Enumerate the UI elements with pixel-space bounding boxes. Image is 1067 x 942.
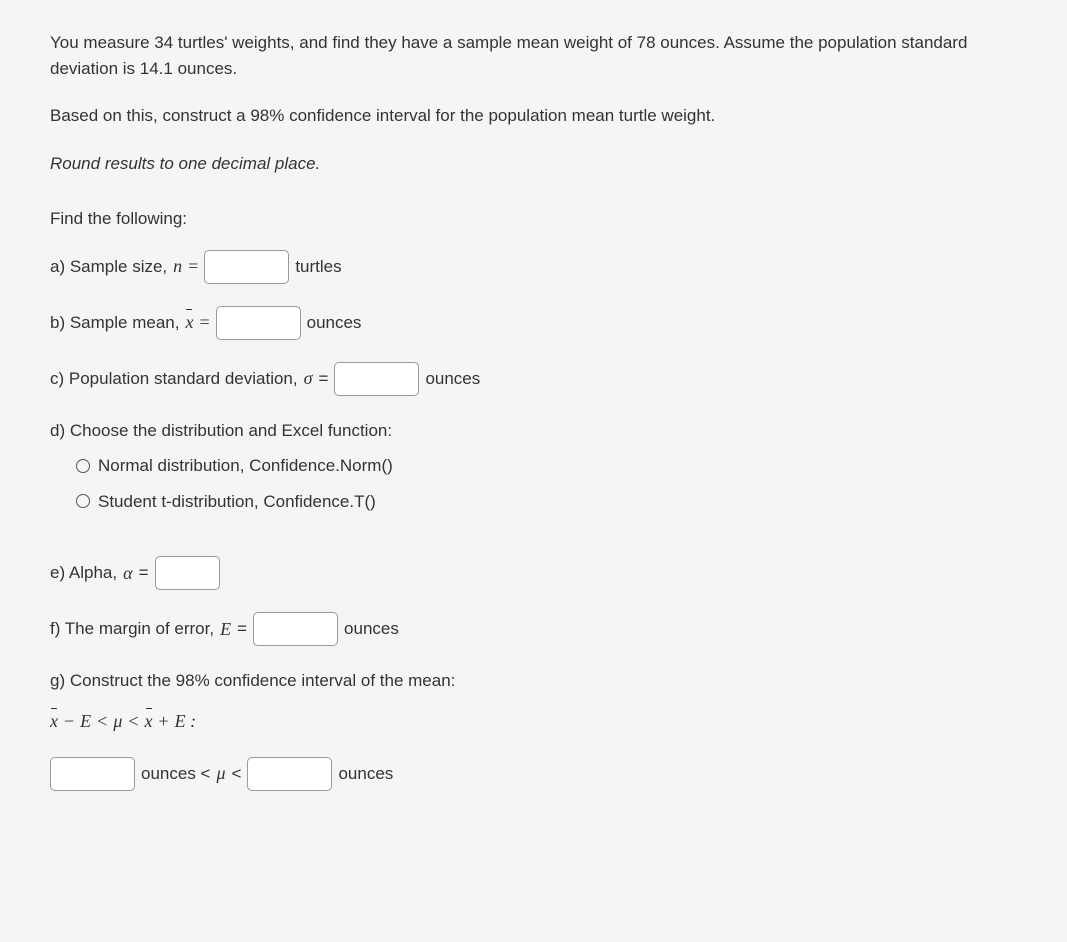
q-b-unit: ounces — [307, 310, 362, 336]
q-a-equals: = — [188, 253, 198, 280]
q-g-label: g) Construct the 98% confidence interval… — [50, 668, 1017, 694]
question-f: f) The margin of error, E = ounces — [50, 612, 1017, 646]
q-e-prefix: e) Alpha, — [50, 560, 117, 586]
q-c-unit: ounces — [425, 366, 480, 392]
ci-unit-left: ounces < — [141, 761, 210, 787]
q-c-prefix: c) Population standard deviation, — [50, 366, 298, 392]
sample-size-input[interactable] — [204, 250, 289, 284]
ci-unit-mid: < — [232, 761, 242, 787]
q-f-prefix: f) The margin of error, — [50, 616, 214, 642]
formula-e2: E : — [175, 708, 197, 735]
q-b-variable: x — [185, 309, 193, 336]
ci-mu: μ — [216, 760, 225, 787]
formula-lt1: < — [97, 708, 107, 735]
formula-lt2: < — [128, 708, 138, 735]
question-d: d) Choose the distribution and Excel fun… — [50, 418, 1017, 515]
ci-upper-input[interactable] — [247, 757, 332, 791]
alpha-input[interactable] — [155, 556, 220, 590]
q-c-equals: = — [319, 366, 329, 392]
radio-icon — [76, 494, 90, 508]
ci-lower-input[interactable] — [50, 757, 135, 791]
q-e-variable: α — [123, 560, 132, 587]
intro-paragraph-2: Based on this, construct a 98% confidenc… — [50, 103, 1017, 129]
radio-label-normal: Normal distribution, Confidence.Norm() — [98, 453, 393, 479]
q-f-unit: ounces — [344, 616, 399, 642]
q-f-variable: E — [220, 616, 231, 643]
question-g: g) Construct the 98% confidence interval… — [50, 668, 1017, 791]
formula-e1: E — [80, 708, 91, 735]
q-b-equals: = — [199, 309, 209, 336]
intro-paragraph-1: You measure 34 turtles' weights, and fin… — [50, 30, 1017, 81]
q-d-label: d) Choose the distribution and Excel fun… — [50, 418, 1017, 444]
q-c-variable: σ — [304, 365, 313, 392]
radio-option-student-t[interactable]: Student t-distribution, Confidence.T() — [76, 489, 1017, 515]
question-c: c) Population standard deviation, σ = ou… — [50, 362, 1017, 396]
q-a-unit: turtles — [295, 254, 341, 280]
q-f-equals: = — [237, 616, 247, 642]
q-b-prefix: b) Sample mean, — [50, 310, 179, 336]
intro-paragraph-3: Round results to one decimal place. — [50, 151, 1017, 177]
q-a-prefix: a) Sample size, — [50, 254, 167, 280]
ci-unit-right: ounces — [338, 761, 393, 787]
radio-option-normal[interactable]: Normal distribution, Confidence.Norm() — [76, 453, 1017, 479]
section-header: Find the following: — [50, 206, 1017, 232]
margin-error-input[interactable] — [253, 612, 338, 646]
question-e: e) Alpha, α = — [50, 556, 1017, 590]
formula-plus: + — [159, 708, 169, 735]
q-a-variable: n — [173, 253, 182, 280]
formula-xbar-right: x — [145, 708, 153, 735]
formula-mu: μ — [113, 708, 122, 735]
question-a: a) Sample size, n = turtles — [50, 250, 1017, 284]
question-b: b) Sample mean, x = ounces — [50, 306, 1017, 340]
radio-label-student-t: Student t-distribution, Confidence.T() — [98, 489, 376, 515]
formula-minus: − — [64, 708, 74, 735]
q-e-equals: = — [139, 560, 149, 586]
formula-xbar-left: x — [50, 708, 58, 735]
sample-mean-input[interactable] — [216, 306, 301, 340]
radio-icon — [76, 459, 90, 473]
std-dev-input[interactable] — [334, 362, 419, 396]
